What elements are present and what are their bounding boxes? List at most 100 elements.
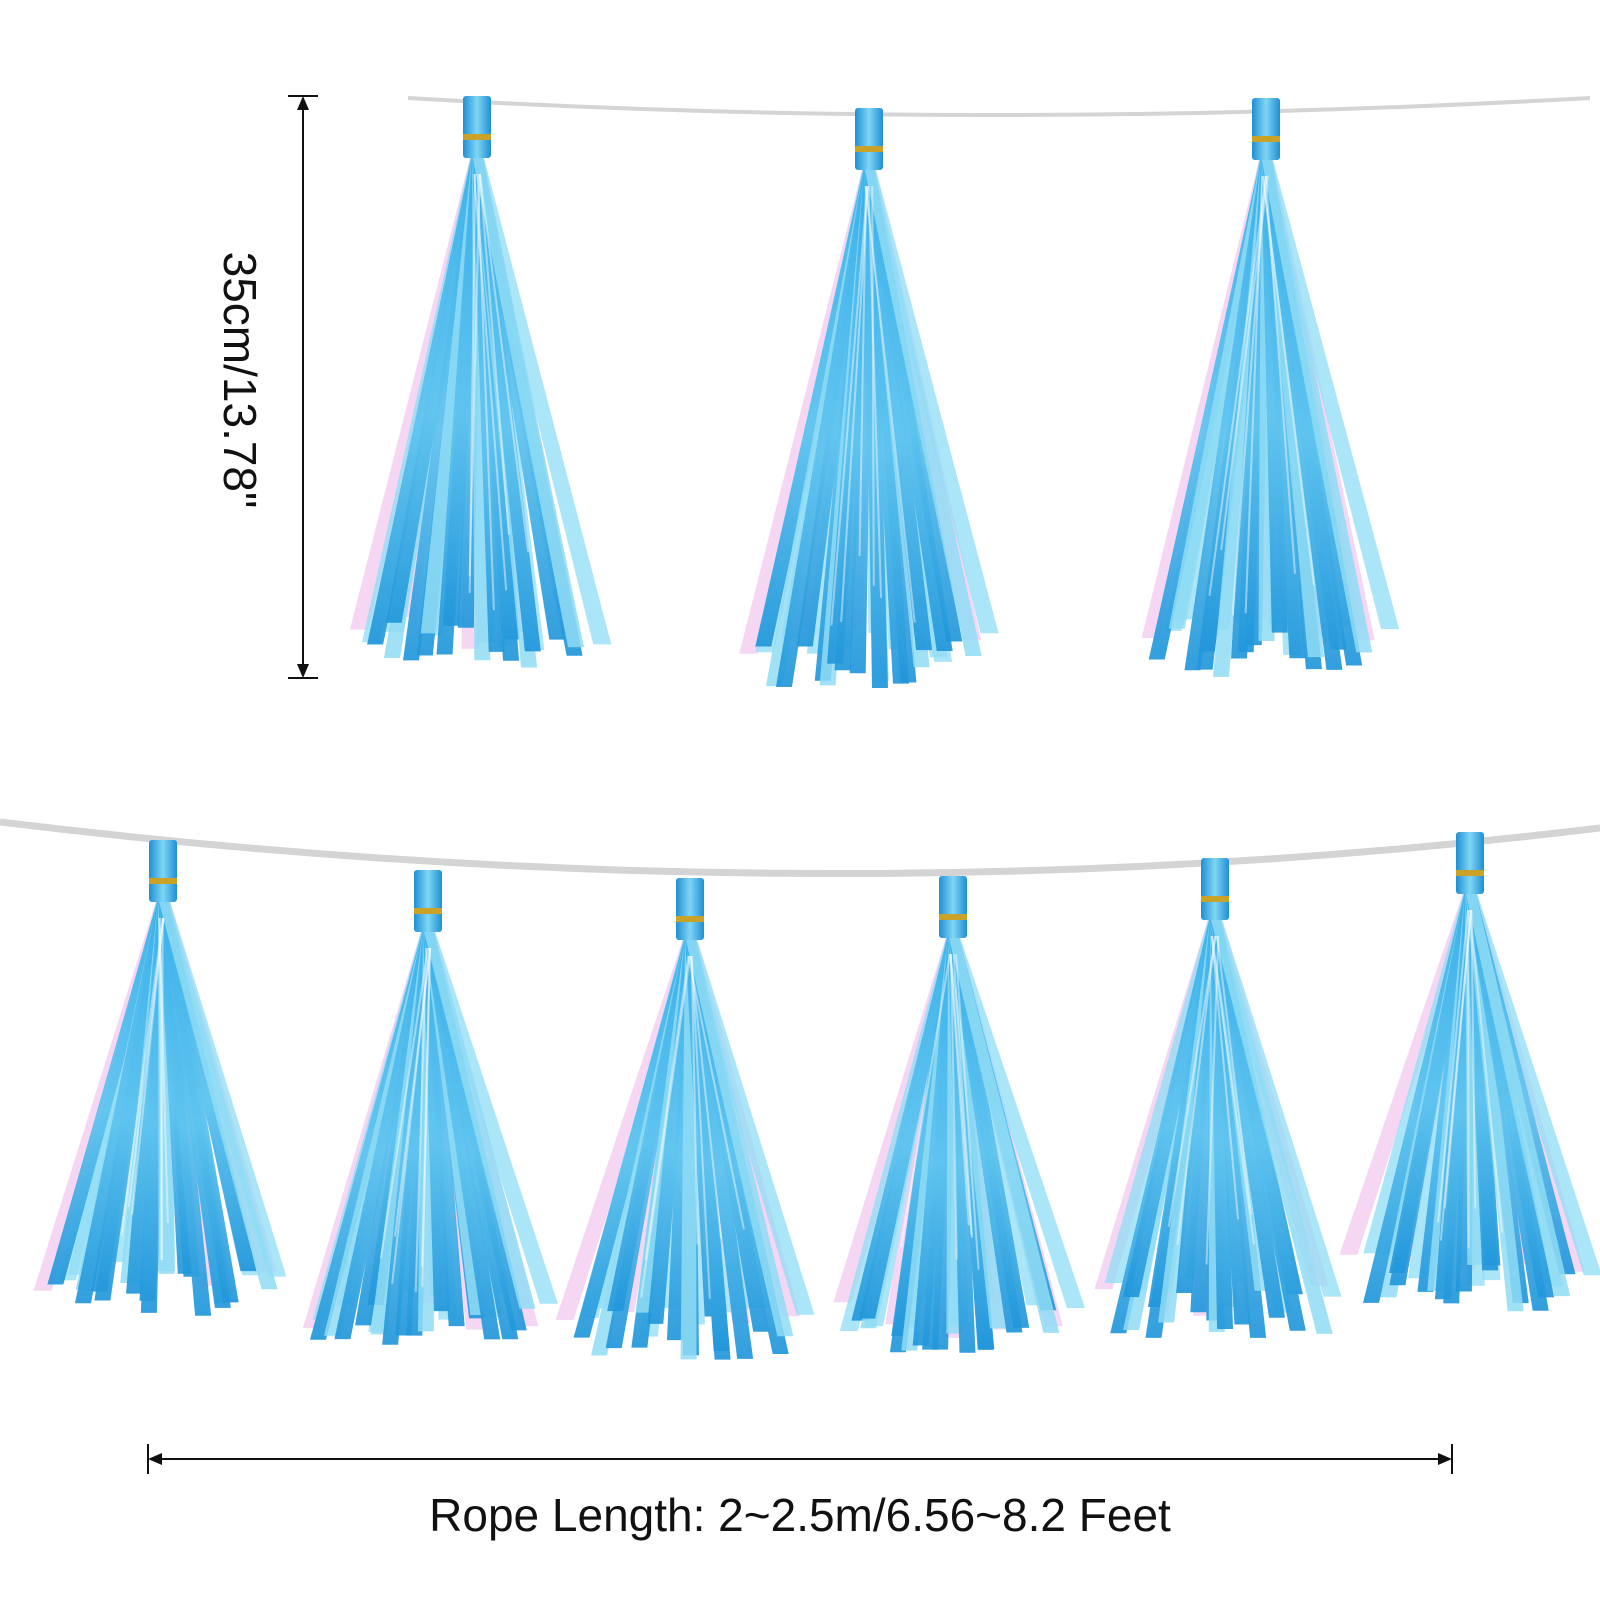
tassel-strip [423,928,536,1309]
tassel-highlight [644,955,690,1260]
tassel-highlight [421,947,432,1287]
tassel-strip [472,154,585,648]
tassel [349,96,612,668]
tassel-highlight [391,947,431,1284]
tassel-highlight [949,953,970,1226]
tassel-highlight [1167,935,1217,1227]
tassel-highlight [640,955,691,1298]
tassel-top-tube [463,96,491,158]
tassel [302,870,558,1345]
tassel-highlight [689,955,723,1239]
tassel-highlight [1443,909,1472,1209]
tassel-highlight [158,917,169,1224]
tassel [1339,832,1600,1312]
tassel-strip [864,166,888,688]
tassel-highlight [1210,935,1256,1245]
tassel-highlight [871,185,875,586]
tassel-highlight [1468,909,1504,1233]
rope-length-dimension [147,1444,1453,1474]
tassel-strip [423,928,501,1340]
tassel-highlight [1216,935,1253,1215]
tassel-strip [423,928,465,1327]
tassel-highlight [160,917,164,1260]
tassel-strip [685,936,794,1337]
tassel-highlight [830,185,869,626]
tassel-highlight [379,947,429,1259]
height-dimension [288,95,318,679]
tassel-strip [158,898,212,1316]
tassel-strip [948,934,976,1353]
tassel-highlight [1470,909,1477,1209]
tassel-strip [864,166,963,642]
tassel-highlight [468,173,481,576]
gold-tie [1201,896,1229,902]
tassel-strip [472,154,541,652]
gold-tie [676,916,704,922]
tassel-highlight [131,917,165,1215]
tassel-strip [859,934,958,1319]
tassel-highlight [1220,175,1269,551]
tassel-highlight [1208,175,1268,596]
tassel-strip [158,898,175,1274]
tassel-highlight [1439,909,1472,1241]
tassel-highlight [421,947,431,1267]
tassel [739,108,999,688]
tassel-highlight [949,953,958,1260]
tassel-top-tube [855,108,883,170]
tassel-highlight [1231,175,1267,616]
tassel-strip [1261,156,1373,653]
tassel-highlight [1210,935,1240,1220]
tassel-top-tube [1456,832,1484,894]
gold-tie [414,908,442,914]
tassel-top-tube [414,870,442,932]
tassel-strip [1261,156,1288,633]
tassel-top-tube [676,878,704,940]
gold-tie [149,878,177,884]
tassel-highlight [867,185,883,598]
tassel [833,876,1085,1353]
tassel-highlight [468,173,477,594]
tassel-top-tube [1252,98,1280,160]
tassel-strip [685,936,754,1359]
tassel-highlight [840,185,869,622]
tassel-highlight [473,173,508,591]
tassel-highlight [899,953,951,1248]
tassel-highlight [954,953,980,1270]
tassel-highlight [478,173,510,535]
tassel-strip [1261,156,1343,670]
gold-tie [463,134,491,140]
tassel-highlight [393,947,432,1237]
tassel-highlight [949,953,973,1235]
tassel-strip [1210,916,1234,1330]
tassel-highlight [1244,175,1264,614]
tassel-highlight [690,955,711,1299]
tassel-highlight [1261,175,1316,586]
tassel-strip [948,934,1060,1333]
tassel-strip [158,898,278,1290]
tassel-highlight [120,917,164,1236]
tassel-highlight [127,917,165,1208]
tassel-strip [1210,916,1306,1331]
tassel-strip [1465,890,1571,1297]
tassel [555,878,815,1360]
tassel [1141,98,1400,677]
tassel-highlight [476,173,495,611]
top-rope [407,96,1591,117]
tassel-strip [864,166,933,651]
height-label: 35cm/13.78" [214,251,266,509]
tassel-highlight [1205,935,1220,1265]
gold-tie [855,146,883,152]
tassel-top-tube [939,876,967,938]
tassel-strip [1465,890,1499,1271]
tassel [1094,858,1342,1338]
tassel-top-tube [149,840,177,902]
tassel-strip [948,934,1030,1328]
tassel-highlight [1264,175,1296,574]
tassel-strip [1210,916,1333,1334]
tassel-highlight [690,955,699,1245]
tassel-strip [472,154,520,661]
tassel-group [33,96,1600,1360]
gold-tie [939,914,967,920]
tassel-strip [1465,890,1524,1312]
